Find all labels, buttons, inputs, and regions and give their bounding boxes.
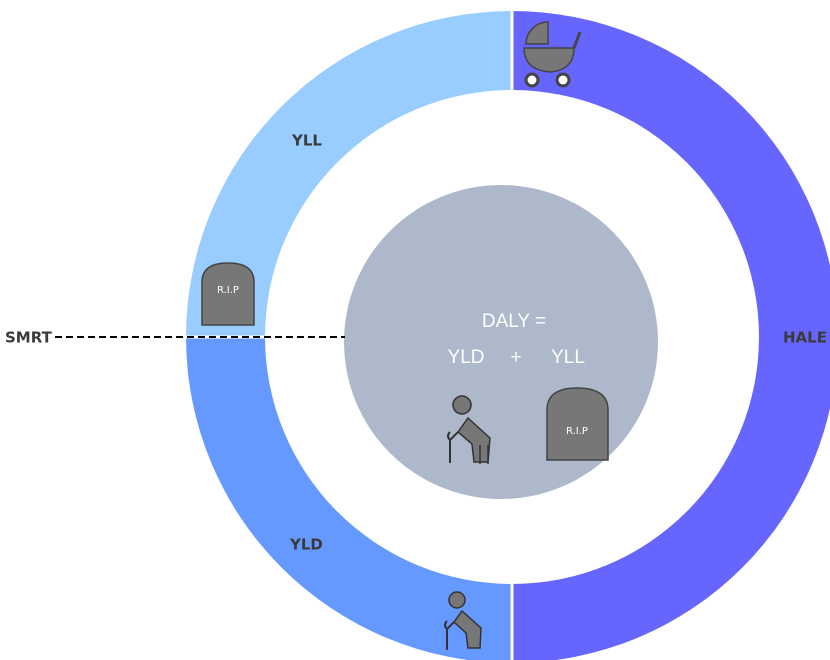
center-circle xyxy=(344,185,658,499)
tombstone xyxy=(201,262,255,326)
yll-label: YLL xyxy=(291,132,322,150)
tombstone-text: R.I.P xyxy=(566,426,588,437)
tombstone xyxy=(546,387,609,461)
yld-label: YLD xyxy=(289,536,323,554)
elderly-icon xyxy=(447,395,491,464)
elderly-icon xyxy=(444,591,482,650)
yld-segment xyxy=(186,337,512,660)
daly-label: DALY = xyxy=(482,311,546,332)
plus-sign: + xyxy=(510,347,521,368)
tombstone-text: R.I.P xyxy=(217,285,239,296)
yll-segment xyxy=(186,11,512,337)
stroller-icon xyxy=(523,21,582,88)
yll-term: YLL xyxy=(551,347,585,368)
smrt-label: SMRT xyxy=(5,329,53,347)
hale-label: HALE xyxy=(783,329,827,347)
yld-term: YLD xyxy=(448,347,485,368)
hale-segment xyxy=(512,11,830,660)
